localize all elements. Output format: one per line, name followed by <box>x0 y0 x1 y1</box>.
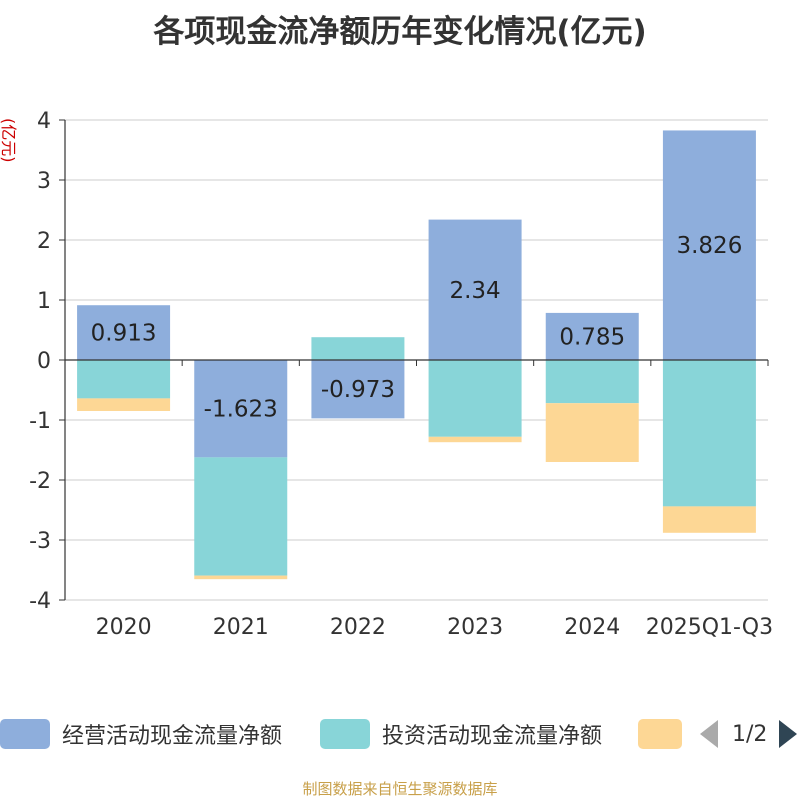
legend-label-operating: 经营活动现金流量净额 <box>62 724 283 749</box>
bar-2023-series-0[interactable] <box>428 219 522 360</box>
x-tick-label: 2025Q1-Q3 <box>646 615 773 640</box>
y-tick-label: -4 <box>29 589 51 614</box>
x-tick-label: 2021 <box>213 615 269 640</box>
bar-2021-series-2[interactable] <box>194 575 288 580</box>
x-tick-label: 2020 <box>96 615 152 640</box>
y-tick-label: -2 <box>29 469 51 494</box>
bar-2025Q1-Q3-series-2[interactable] <box>662 506 756 533</box>
bar-2023-series-2[interactable] <box>428 436 522 443</box>
x-tick-label: 2023 <box>447 615 503 640</box>
bar-2022-series-0[interactable] <box>311 360 405 419</box>
x-tick-label: 2024 <box>564 615 620 640</box>
bar-2023-series-1[interactable] <box>428 360 522 437</box>
legend-item-operating[interactable]: 经营活动现金流量净额 <box>0 716 282 752</box>
y-axis-label: (亿元) <box>0 118 18 163</box>
bar-2024-series-2[interactable] <box>545 403 639 462</box>
bar-2021-series-0[interactable] <box>194 360 288 458</box>
legend-pager: 1/2 <box>700 716 798 752</box>
legend-item-financing[interactable] <box>638 716 694 752</box>
y-tick-label: 0 <box>37 349 51 374</box>
bar-2022-series-1[interactable] <box>311 337 405 360</box>
bar-2020-series-0[interactable] <box>77 305 171 360</box>
data-label: -0.973 <box>321 377 395 403</box>
legend-prev-icon[interactable] <box>700 720 718 748</box>
legend-label-investing: 投资活动现金流量净额 <box>382 724 603 749</box>
y-tick-label: 4 <box>37 109 51 134</box>
data-label: 3.826 <box>676 233 742 259</box>
legend-page-indicator: 1/2 <box>732 721 768 747</box>
bar-2021-series-1[interactable] <box>194 457 288 576</box>
legend-swatch-financing <box>638 719 682 749</box>
y-tick-label: 2 <box>37 229 51 254</box>
source-note: 制图数据来自恒生聚源数据库 <box>302 780 498 798</box>
bar-2024-series-0[interactable] <box>545 312 639 360</box>
chart-title: 各项现金流净额历年变化情况(亿元) <box>153 14 647 50</box>
bar-2024-series-1[interactable] <box>545 360 639 404</box>
data-label: -1.623 <box>204 397 278 423</box>
bar-2020-series-1[interactable] <box>77 360 171 399</box>
y-tick-label: -1 <box>29 409 51 434</box>
bar-2025Q1-Q3-series-0[interactable] <box>662 130 756 360</box>
x-tick-label: 2022 <box>330 615 386 640</box>
legend-next-icon[interactable] <box>779 720 798 748</box>
legend-swatch-operating <box>0 719 50 749</box>
chart-plot: (亿元) -4 -3 -2 -1 0 1 2 3 4 2020 2021 2022 2023 2024 20… <box>0 109 773 640</box>
y-tick-label: -3 <box>29 529 51 554</box>
y-tick-label: 3 <box>37 169 51 194</box>
y-tick-label: 1 <box>37 289 51 314</box>
legend-item-investing[interactable]: 投资活动现金流量净额 <box>320 716 602 752</box>
bar-2025Q1-Q3-series-1[interactable] <box>662 360 756 507</box>
bar-2020-series-2[interactable] <box>77 398 171 411</box>
data-label: 0.913 <box>91 321 157 347</box>
data-label: 0.785 <box>559 324 625 350</box>
data-label: 2.34 <box>449 278 500 304</box>
legend-swatch-investing <box>320 719 370 749</box>
